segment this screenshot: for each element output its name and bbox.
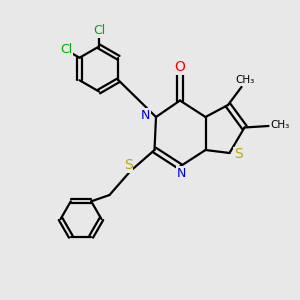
Text: N: N: [141, 109, 151, 122]
Text: CH₃: CH₃: [270, 119, 290, 130]
Text: CH₃: CH₃: [236, 75, 255, 85]
Text: Cl: Cl: [93, 24, 105, 38]
Text: Cl: Cl: [60, 44, 72, 56]
Text: O: O: [175, 60, 185, 74]
Text: S: S: [234, 148, 243, 161]
Text: N: N: [177, 167, 186, 180]
Text: S: S: [124, 158, 133, 172]
